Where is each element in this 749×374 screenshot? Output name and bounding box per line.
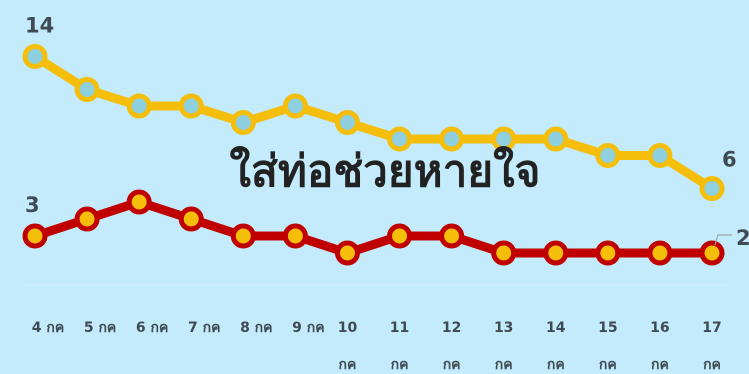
series-2-point	[439, 223, 465, 249]
series-1-point	[439, 126, 465, 152]
series-2-point	[387, 223, 413, 249]
series-2-point	[334, 240, 360, 266]
series-2-point	[178, 206, 204, 232]
x-tick-label: 14 กค	[546, 320, 566, 373]
x-tick-month: กค	[495, 357, 513, 373]
series-2-first-label: 3	[25, 193, 40, 217]
series-1-point	[647, 143, 673, 168]
x-tick-month: กค	[703, 357, 721, 373]
x-tick-label: 9 กค	[292, 320, 324, 336]
x-tick-day: 16	[650, 320, 669, 336]
x-tick-month: กค	[443, 357, 461, 373]
x-tick-label: 11 กค	[390, 320, 409, 373]
series-2-point	[230, 223, 256, 249]
x-tick-day: 17	[702, 320, 721, 336]
x-tick-layer: 4 กค 5 กค 6 กค 7 กค 8 กค 9 กค 10 กค 11 กค 12 กค 13 กค…	[32, 320, 722, 373]
x-tick-day: 15	[598, 320, 617, 336]
x-tick-label: 17 กค	[702, 320, 721, 373]
series-2-point	[647, 240, 673, 266]
x-tick-label: 6 กค	[136, 320, 168, 336]
series-1-point	[22, 44, 48, 69]
series-2-point	[282, 223, 308, 249]
series-1-last-label: 6	[722, 148, 737, 172]
series-1-point	[178, 93, 204, 119]
series-1-point	[334, 110, 360, 135]
series-2-point	[543, 240, 569, 266]
x-tick-month: กค	[391, 357, 409, 373]
series-2-last-label: 2	[736, 226, 749, 250]
series-1-point	[595, 143, 621, 168]
series-2-point	[699, 240, 725, 266]
series-2-point	[22, 223, 48, 249]
x-tick-month: กค	[651, 357, 669, 373]
series-1-first-label: 14	[25, 14, 54, 38]
x-tick-label: 15 กค	[598, 320, 617, 373]
series-1-point	[387, 126, 413, 152]
x-tick-label: 4 กค	[32, 320, 64, 336]
x-tick-label: 13 กค	[494, 320, 513, 373]
series-1-point	[282, 93, 308, 119]
series-2-point	[595, 240, 621, 266]
series-2-point	[74, 206, 100, 232]
x-tick-day: 14	[546, 320, 566, 336]
series-1-point	[230, 110, 256, 135]
series-layer	[22, 44, 725, 266]
chart-title: ใส่ท่อช่วยหายใจ	[230, 145, 541, 197]
series-1-point	[699, 176, 725, 201]
x-tick-label: 5 กค	[84, 320, 116, 336]
x-tick-month: กค	[599, 357, 617, 373]
x-tick-label: 10 กค	[338, 320, 358, 373]
x-tick-day: 12	[442, 320, 461, 336]
series-2-point	[126, 189, 152, 215]
x-tick-day: 13	[494, 320, 513, 336]
x-tick-day: 11	[390, 320, 409, 336]
data-label-layer: 14 6 3 2	[25, 14, 749, 251]
x-tick-month: กค	[547, 357, 565, 373]
x-tick-month: กค	[339, 357, 357, 373]
x-tick-label: 16 กค	[650, 320, 669, 373]
x-tick-label: 8 กค	[240, 320, 272, 336]
x-tick-label: 12 กค	[442, 320, 461, 373]
x-tick-day: 10	[338, 320, 358, 336]
series-2-point	[491, 240, 517, 266]
series-1-point	[543, 126, 569, 152]
series-1-point	[126, 93, 152, 119]
series-1-point	[491, 126, 517, 152]
series-1-point	[74, 77, 100, 102]
x-tick-label: 7 กค	[188, 320, 220, 336]
series-2-last-leader	[714, 234, 732, 246]
